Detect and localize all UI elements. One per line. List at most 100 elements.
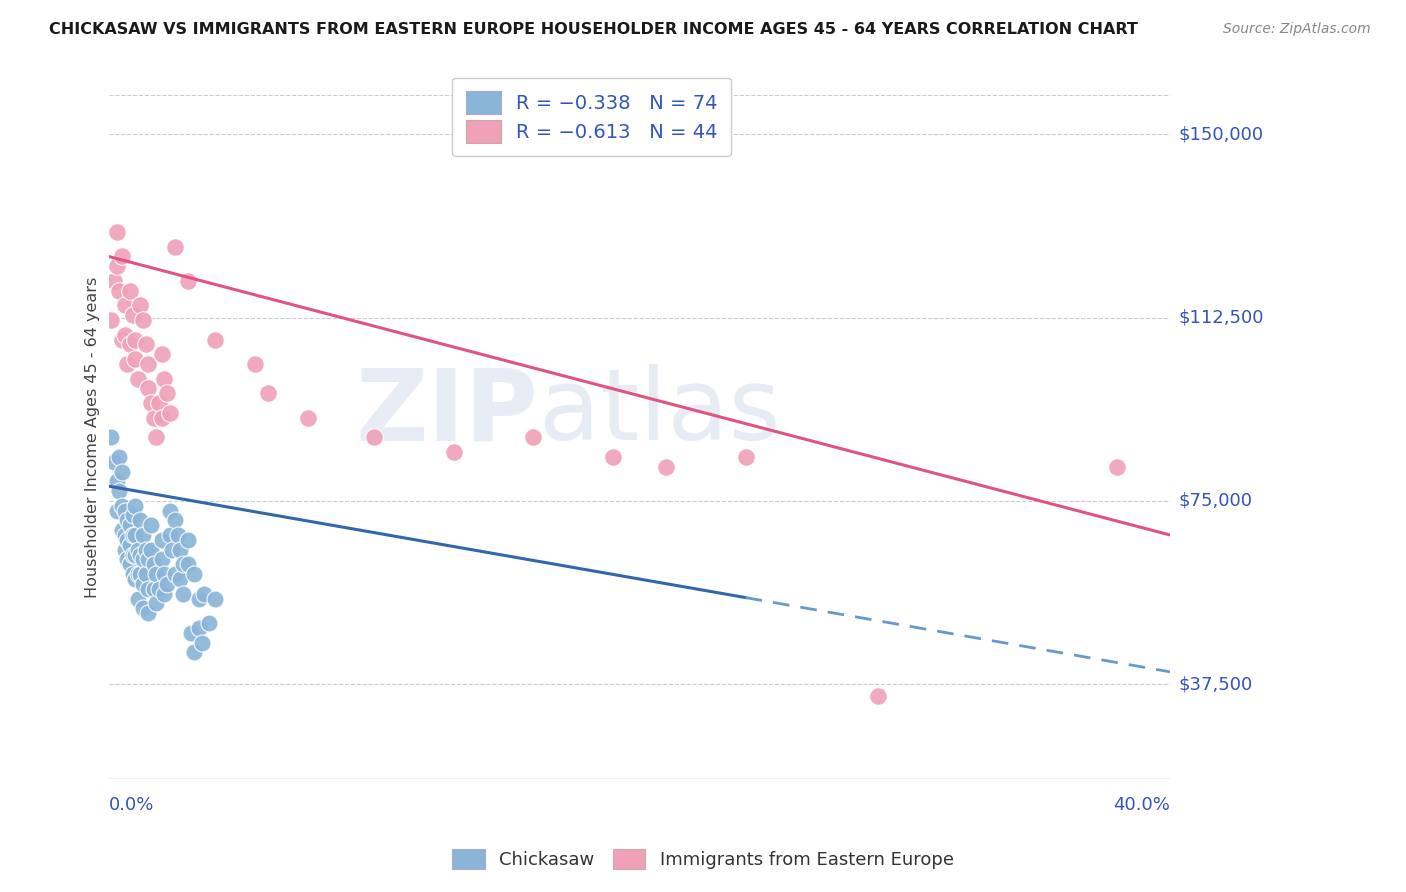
Point — [150, 410, 173, 425]
Point — [169, 542, 191, 557]
Point — [1107, 459, 1129, 474]
Point — [121, 508, 143, 523]
Point — [135, 567, 157, 582]
Point — [145, 567, 167, 582]
Y-axis label: Householder Income Ages 45 - 64 years: Householder Income Ages 45 - 64 years — [86, 277, 100, 598]
Point — [163, 567, 186, 582]
Point — [103, 455, 125, 469]
Point — [129, 298, 152, 312]
Point — [132, 528, 155, 542]
Point — [118, 337, 141, 351]
Point — [138, 357, 160, 371]
Legend: R = −0.338   N = 74, R = −0.613   N = 44: R = −0.338 N = 74, R = −0.613 N = 44 — [451, 78, 731, 156]
Point — [127, 371, 149, 385]
Text: 0.0%: 0.0% — [108, 797, 155, 814]
Point — [129, 513, 152, 527]
Point — [105, 259, 128, 273]
Point — [142, 410, 165, 425]
Point — [100, 313, 122, 327]
Point — [138, 606, 160, 620]
Point — [105, 503, 128, 517]
Point — [121, 308, 143, 322]
Point — [105, 225, 128, 239]
Point — [132, 577, 155, 591]
Text: Source: ZipAtlas.com: Source: ZipAtlas.com — [1223, 22, 1371, 37]
Point — [124, 528, 146, 542]
Point — [159, 406, 181, 420]
Point — [124, 352, 146, 367]
Point — [868, 690, 890, 704]
Point — [187, 621, 209, 635]
Point — [111, 499, 134, 513]
Point — [135, 337, 157, 351]
Point — [522, 430, 544, 444]
Point — [655, 459, 678, 474]
Point — [108, 284, 131, 298]
Point — [180, 625, 202, 640]
Point — [129, 548, 152, 562]
Point — [159, 503, 181, 517]
Point — [103, 274, 125, 288]
Point — [257, 386, 280, 401]
Point — [132, 601, 155, 615]
Point — [118, 284, 141, 298]
Point — [156, 577, 179, 591]
Point — [124, 333, 146, 347]
Text: $112,500: $112,500 — [1178, 309, 1264, 326]
Text: $37,500: $37,500 — [1178, 675, 1253, 693]
Point — [121, 528, 143, 542]
Point — [142, 582, 165, 596]
Point — [108, 450, 131, 464]
Point — [177, 274, 200, 288]
Point — [139, 518, 162, 533]
Point — [148, 582, 170, 596]
Point — [111, 523, 134, 537]
Point — [156, 386, 179, 401]
Text: CHICKASAW VS IMMIGRANTS FROM EASTERN EUROPE HOUSEHOLDER INCOME AGES 45 - 64 YEAR: CHICKASAW VS IMMIGRANTS FROM EASTERN EUR… — [49, 22, 1137, 37]
Point — [204, 333, 226, 347]
Legend: Chickasaw, Immigrants from Eastern Europe: Chickasaw, Immigrants from Eastern Europ… — [443, 839, 963, 879]
Point — [150, 552, 173, 566]
Point — [124, 499, 146, 513]
Point — [177, 533, 200, 547]
Point — [198, 615, 221, 630]
Point — [172, 558, 194, 572]
Point — [129, 567, 152, 582]
Point — [127, 567, 149, 582]
Point — [114, 327, 136, 342]
Point — [115, 552, 138, 566]
Point — [124, 548, 146, 562]
Point — [153, 567, 176, 582]
Point — [183, 645, 205, 659]
Point — [139, 396, 162, 410]
Point — [114, 528, 136, 542]
Point — [118, 558, 141, 572]
Point — [138, 552, 160, 566]
Point — [115, 357, 138, 371]
Point — [443, 445, 465, 459]
Point — [602, 450, 624, 464]
Point — [132, 552, 155, 566]
Point — [111, 250, 134, 264]
Point — [124, 572, 146, 586]
Point — [108, 484, 131, 499]
Point — [153, 587, 176, 601]
Point — [145, 597, 167, 611]
Point — [115, 513, 138, 527]
Point — [111, 333, 134, 347]
Point — [127, 542, 149, 557]
Point — [115, 533, 138, 547]
Point — [114, 542, 136, 557]
Text: $75,000: $75,000 — [1178, 491, 1253, 510]
Point — [177, 558, 200, 572]
Point — [135, 542, 157, 557]
Point — [145, 430, 167, 444]
Point — [169, 572, 191, 586]
Point — [150, 533, 173, 547]
Point — [153, 371, 176, 385]
Point — [190, 635, 212, 649]
Point — [138, 582, 160, 596]
Point — [132, 313, 155, 327]
Point — [118, 518, 141, 533]
Point — [111, 465, 134, 479]
